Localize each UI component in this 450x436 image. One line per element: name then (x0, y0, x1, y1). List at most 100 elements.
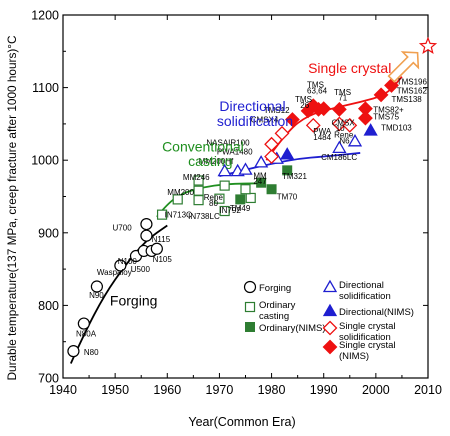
point-label: CMSX4 (251, 115, 279, 124)
data-point (140, 229, 153, 242)
legend-label: Ordinary(NIMS) (259, 323, 326, 334)
x-tick-label: 1960 (153, 383, 181, 397)
point-label: TM70 (277, 192, 298, 201)
data-point (235, 194, 246, 205)
data-point (358, 110, 373, 126)
legend-label: Single crystal solidification (339, 321, 396, 343)
legend-marker (245, 322, 255, 332)
data-point (245, 192, 256, 204)
point-label: 247 (253, 177, 267, 186)
x-axis-title: Year(Common Era) (188, 415, 295, 429)
point-label: PWA (313, 127, 332, 136)
category-label: Single crystal (308, 60, 391, 76)
legend-marker (244, 301, 256, 313)
point-label: IN792 (219, 206, 241, 215)
data-point (219, 205, 230, 217)
legend-label-line: Single crystal (339, 340, 396, 351)
legend: Forging Directional solidification Ordinary… (243, 279, 414, 362)
legend-marker (322, 320, 338, 336)
data-point (114, 259, 127, 272)
point-label: U500 (131, 265, 151, 274)
y-tick-label: 900 (38, 226, 59, 240)
point-label: 1484 (313, 133, 331, 142)
point-label: MM200Hf (199, 157, 234, 166)
data-point (67, 345, 80, 358)
point-label: TMS12 (264, 106, 290, 115)
x-tick-label: 1940 (49, 383, 77, 397)
data-point (140, 217, 153, 231)
data-point (254, 155, 269, 168)
data-point (193, 175, 204, 186)
data-point (266, 184, 277, 195)
x-tick-label: 1970 (206, 383, 234, 397)
data-point (90, 280, 103, 293)
point-label: TMS196 (397, 78, 428, 87)
category-label: solidification (217, 113, 293, 129)
point-label: Waspaloy (97, 268, 132, 277)
data-point (214, 193, 225, 204)
x-tick-label: 1980 (258, 383, 286, 397)
point-label: IN738LC (188, 212, 220, 221)
y-tick-label: 1200 (31, 9, 59, 23)
legend-label-line: (NIMS) (339, 351, 369, 362)
point-label: TM49 (230, 204, 251, 213)
data-point (331, 116, 347, 132)
y-tick-label: 1100 (32, 81, 59, 95)
legend-label-line: Ordinary (259, 300, 296, 311)
data-point (150, 242, 163, 255)
data-point (264, 136, 279, 152)
point-label: N115 (152, 235, 171, 244)
point-label: Rene (334, 131, 354, 140)
data-point (240, 184, 251, 195)
category-label: Directional (219, 98, 285, 114)
category-label: casting (188, 153, 232, 169)
legend-label: Directional solidification (339, 280, 391, 302)
legend-label: Forging (259, 283, 291, 294)
point-label: MM246 (183, 173, 210, 182)
point-label: 80 (209, 199, 218, 208)
point-label: TMS (307, 81, 324, 90)
x-tick-label: 1950 (101, 383, 129, 397)
axis-ticks: 1940 1950 1960 1970 1980 1990 2000 2010 700 800 90… (31, 9, 442, 398)
data-point (282, 165, 293, 176)
data-point (274, 125, 290, 141)
category-label: Conventional (162, 138, 244, 154)
future-star-icon (418, 36, 438, 55)
x-tick-label: 1990 (310, 383, 338, 397)
legend-marker (243, 280, 257, 294)
data-point (193, 195, 204, 206)
point-label: CMSX (332, 118, 356, 127)
point-label: MM (253, 171, 267, 180)
data-point (280, 147, 295, 160)
point-label: N100 (118, 257, 138, 266)
data-point (77, 317, 90, 330)
point-label: TM321 (282, 172, 307, 181)
point-label: TMS138 (392, 95, 423, 104)
future-projection (387, 36, 438, 83)
legend-marker (322, 279, 338, 293)
data-point (331, 101, 347, 117)
data-point (285, 112, 300, 127)
data-point (219, 180, 230, 191)
legend-label-line: solidification (339, 332, 391, 343)
category-label: Forging (110, 292, 157, 308)
directional-trend (219, 152, 361, 178)
legend-marker (322, 303, 338, 317)
point-label: MM200 (167, 188, 194, 197)
point-label: PWA1480 (217, 147, 253, 156)
data-markers (67, 78, 399, 358)
point-label: N105 (153, 255, 173, 264)
legend-label: Single crystal (NIMS) (339, 340, 396, 362)
data-point (217, 163, 232, 177)
point-label: U700 (113, 224, 133, 233)
data-point (256, 177, 267, 188)
point-label: IN713C (165, 211, 192, 220)
point-label: TMD103 (381, 123, 412, 132)
legend-label: Directional(NIMS) (339, 307, 414, 318)
legend-label-line: Single crystal (339, 321, 396, 332)
data-point (172, 194, 183, 205)
point-label: TMS82+ (373, 105, 404, 114)
